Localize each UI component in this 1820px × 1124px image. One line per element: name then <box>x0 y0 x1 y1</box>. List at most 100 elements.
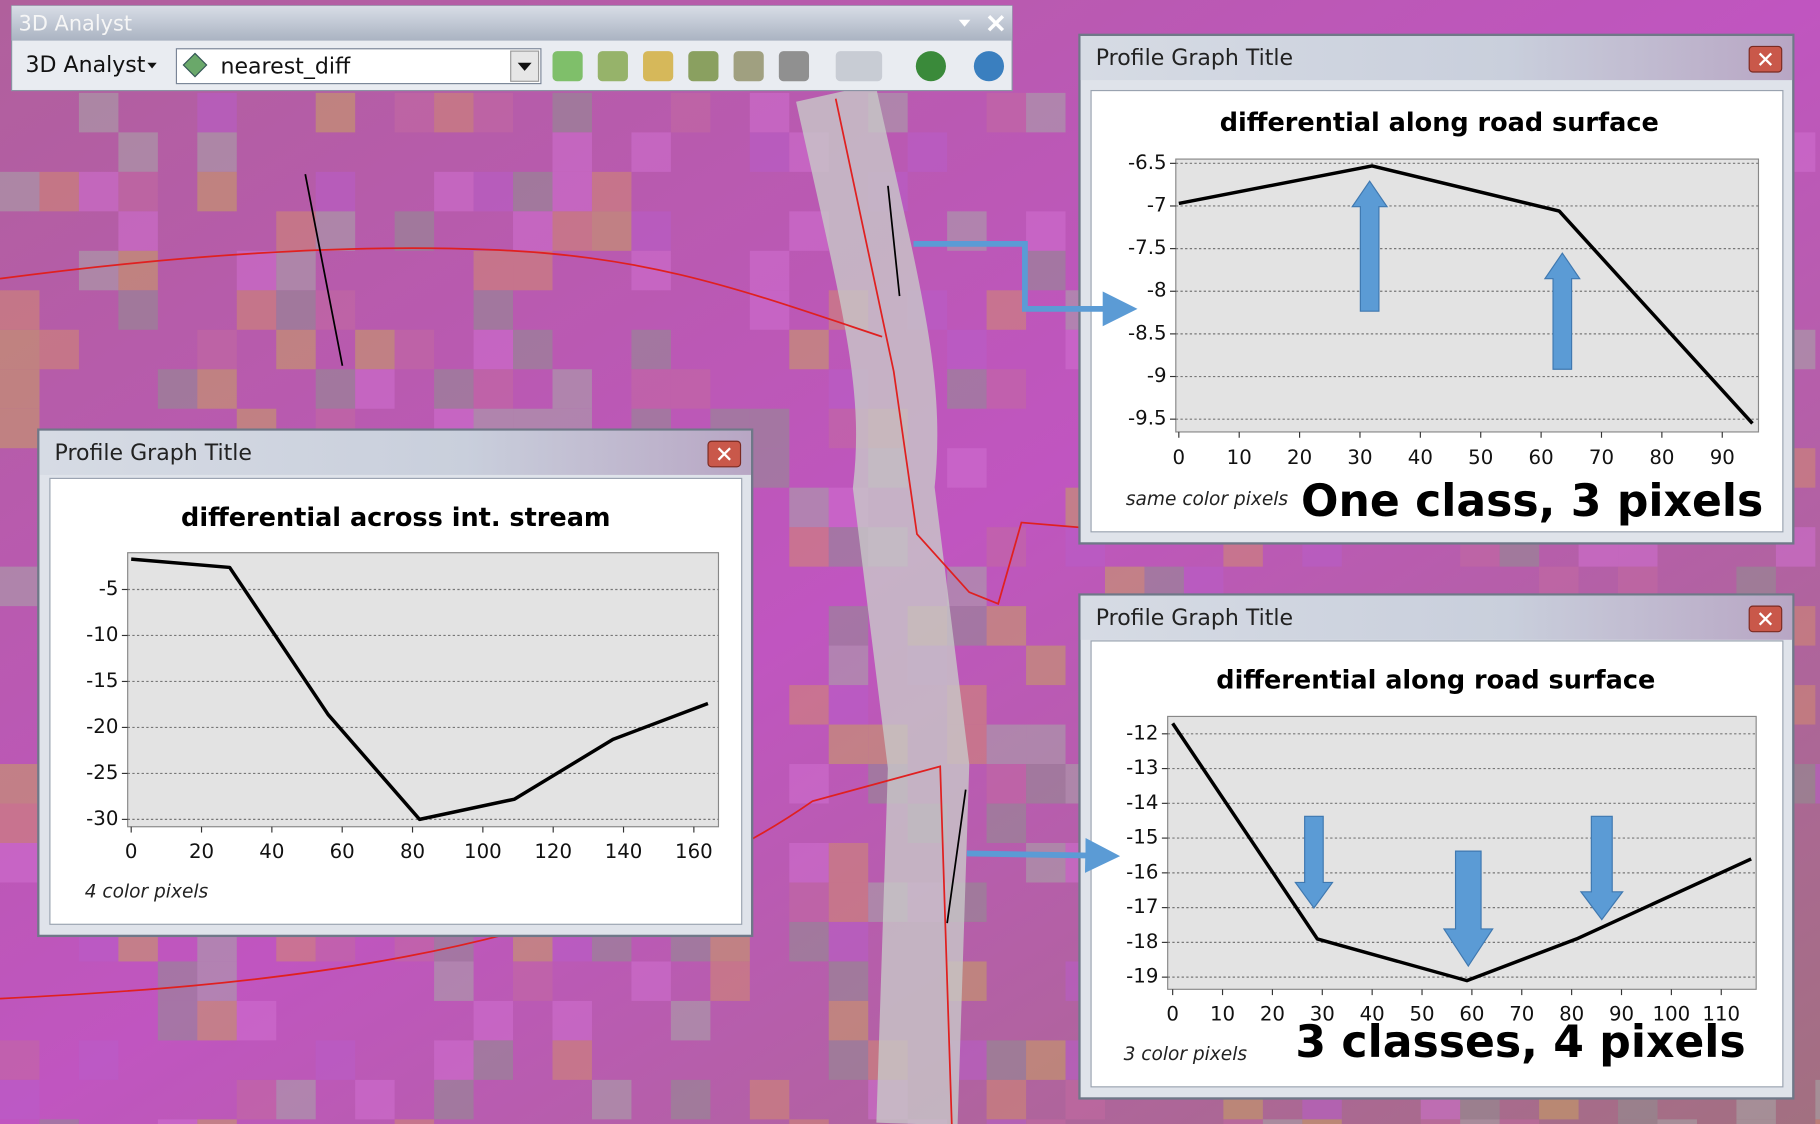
y-tick-label: -10 <box>86 623 118 646</box>
map-tile <box>671 369 710 408</box>
map-tile <box>631 211 670 250</box>
map-tile <box>316 211 355 250</box>
tool-icon[interactable] <box>779 51 809 81</box>
map-tile <box>947 330 986 369</box>
map-tile <box>1263 1119 1302 1124</box>
map-tile <box>671 1080 710 1119</box>
map-tile <box>789 843 828 882</box>
y-tick-label: -9.5 <box>1128 407 1166 430</box>
map-tile <box>276 1080 315 1119</box>
map-tile <box>158 1001 197 1040</box>
y-tick-label: -18 <box>1126 930 1158 953</box>
tool-icon[interactable] <box>688 51 718 81</box>
map-tile <box>789 685 828 724</box>
map-tile <box>1026 843 1065 882</box>
map-tile <box>829 882 868 921</box>
map-tile <box>987 369 1026 408</box>
map-tile <box>553 172 592 211</box>
x-tick-label: 30 <box>1347 446 1372 469</box>
map-tile <box>79 172 118 211</box>
x-tick-label: 60 <box>330 840 355 863</box>
x-tick-label: 70 <box>1589 446 1614 469</box>
map-tile <box>789 1119 828 1124</box>
map-tile <box>1736 1119 1775 1124</box>
map-tile <box>276 251 315 290</box>
map-tile <box>118 132 157 171</box>
x-tick-label: 40 <box>1408 446 1433 469</box>
x-tick-label: 20 <box>1260 1002 1285 1025</box>
map-tile <box>0 1080 39 1119</box>
map-tile <box>553 211 592 250</box>
menu-button[interactable]: 3D Analyst <box>26 53 146 78</box>
chart-title: differential along road surface <box>1220 108 1659 138</box>
y-tick-label: -20 <box>86 715 118 738</box>
map-tile <box>829 646 868 685</box>
map-tile <box>316 1040 355 1079</box>
map-tile <box>1815 1080 1820 1119</box>
overlay-label: One class, 3 pixels <box>1301 476 1763 527</box>
map-tile <box>0 369 39 408</box>
map-tile <box>355 330 394 369</box>
map-tile <box>0 330 39 369</box>
map-tile <box>750 251 789 290</box>
map-tile <box>553 93 592 132</box>
map-tile <box>592 172 631 211</box>
map-tile <box>789 922 828 961</box>
map-tile <box>434 172 473 211</box>
map-tile <box>750 1080 789 1119</box>
map-tile <box>1421 1119 1460 1124</box>
tool-icon[interactable] <box>598 51 628 81</box>
x-tick-label: 120 <box>534 840 572 863</box>
map-tile <box>474 1040 513 1079</box>
map-tile <box>197 330 236 369</box>
x-tick-label: 0 <box>1166 1002 1179 1025</box>
map-tile <box>395 330 434 369</box>
x-tick-label: 90 <box>1710 446 1735 469</box>
map-tile <box>1026 764 1065 803</box>
map-tile <box>789 330 828 369</box>
map-tile <box>592 1080 631 1119</box>
map-tile <box>987 93 1026 132</box>
map-tile <box>829 1001 868 1040</box>
map-tile <box>553 369 592 408</box>
map-tile <box>79 1040 118 1079</box>
map-tile <box>829 685 868 724</box>
map-tile <box>355 369 394 408</box>
map-tile <box>276 330 315 369</box>
x-tick-label: 20 <box>189 840 214 863</box>
y-tick-label: -25 <box>86 761 118 784</box>
y-tick-label: -8 <box>1147 279 1167 302</box>
tool-icon[interactable] <box>836 51 882 81</box>
map-tile <box>0 172 39 211</box>
tool-icon[interactable] <box>916 51 946 81</box>
x-tick-label: 80 <box>1649 446 1674 469</box>
map-tile <box>79 251 118 290</box>
map-tile <box>197 1119 236 1124</box>
y-tick-label: -5 <box>99 577 119 600</box>
map-tile <box>987 1040 1026 1079</box>
map-tile <box>553 1040 592 1079</box>
map-tile <box>1815 764 1820 803</box>
map-tile <box>237 290 276 329</box>
toolbar-titlebar <box>12 6 1013 41</box>
chart-title: differential across int. stream <box>181 503 610 533</box>
map-tile <box>434 961 473 1000</box>
tool-icon[interactable] <box>734 51 764 81</box>
tool-icon[interactable] <box>974 51 1004 81</box>
window-title: Profile Graph Title <box>1096 46 1293 71</box>
x-tick-label: 10 <box>1227 446 1252 469</box>
tool-icon[interactable] <box>553 51 583 81</box>
map-tile <box>829 843 868 882</box>
map-tile <box>631 369 670 408</box>
y-tick-label: -7.5 <box>1128 236 1166 259</box>
map-tile <box>553 1001 592 1040</box>
y-tick-label: -19 <box>1126 965 1158 988</box>
tool-icon[interactable] <box>643 51 673 81</box>
map-tile <box>829 725 868 764</box>
y-tick-label: -16 <box>1126 860 1158 883</box>
profile-window: Profile Graph Titledifferential across i… <box>38 430 752 936</box>
toolbar: 3D Analyst 3D Analyst nearest_diff <box>12 6 1013 91</box>
map-tile <box>118 172 157 211</box>
y-tick-label: -7 <box>1147 193 1167 216</box>
map-tile <box>1026 251 1065 290</box>
